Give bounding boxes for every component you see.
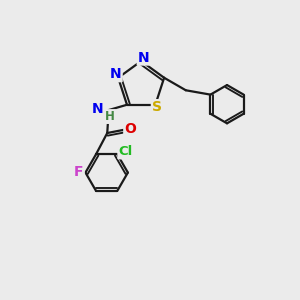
Text: N: N	[138, 50, 149, 64]
Text: H: H	[105, 110, 115, 123]
Text: N: N	[92, 103, 103, 116]
Text: S: S	[152, 100, 162, 114]
Text: F: F	[74, 165, 84, 179]
Text: Cl: Cl	[118, 146, 133, 158]
Text: N: N	[110, 67, 122, 81]
Text: O: O	[124, 122, 136, 136]
